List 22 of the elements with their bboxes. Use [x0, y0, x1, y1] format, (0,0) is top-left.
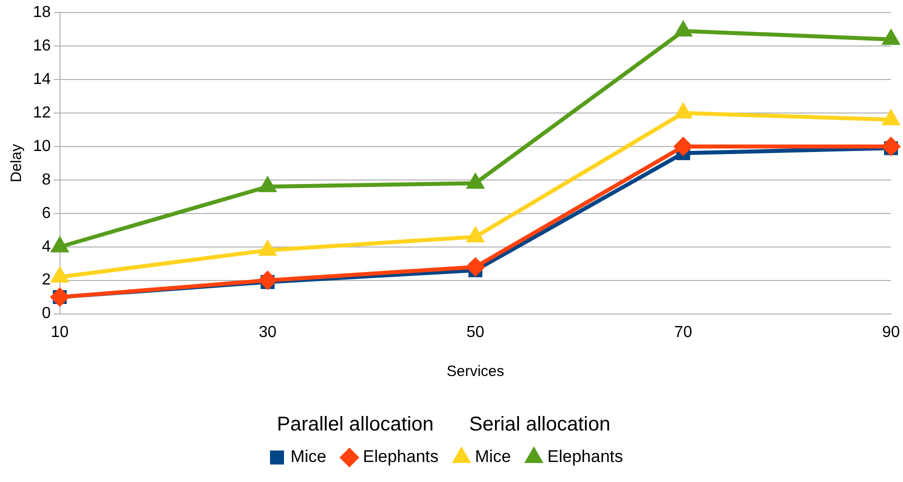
- y-tick-label: 4: [42, 238, 51, 256]
- y-tick-label: 8: [42, 171, 51, 188]
- y-tick-label: 12: [33, 104, 51, 122]
- x-tick-label: 90: [882, 324, 900, 341]
- y-tick-label: 18: [33, 4, 51, 22]
- text: Parallel allocation: [276, 414, 434, 436]
- y-tick-label: 16: [33, 37, 51, 54]
- y-tick-label: 0: [42, 305, 51, 322]
- x-axis-title: Services: [446, 363, 504, 380]
- y-axis-title: Delay: [8, 144, 26, 182]
- legend-label: Mice: [290, 447, 326, 466]
- x-tick-label: 50: [466, 324, 484, 341]
- legend-label: Elephants: [547, 447, 624, 466]
- x-tick-label: 30: [258, 324, 277, 341]
- legend-label: Mice: [475, 447, 511, 466]
- legend-label: Elephants: [362, 447, 439, 466]
- x-tick-label: 70: [674, 324, 692, 341]
- y-tick-label: 6: [42, 204, 51, 222]
- y-tick-label: 14: [33, 70, 51, 88]
- y-tick-label: 10: [33, 138, 51, 155]
- y-tick-label: 2: [42, 272, 51, 289]
- text: Serial allocation: [469, 414, 610, 436]
